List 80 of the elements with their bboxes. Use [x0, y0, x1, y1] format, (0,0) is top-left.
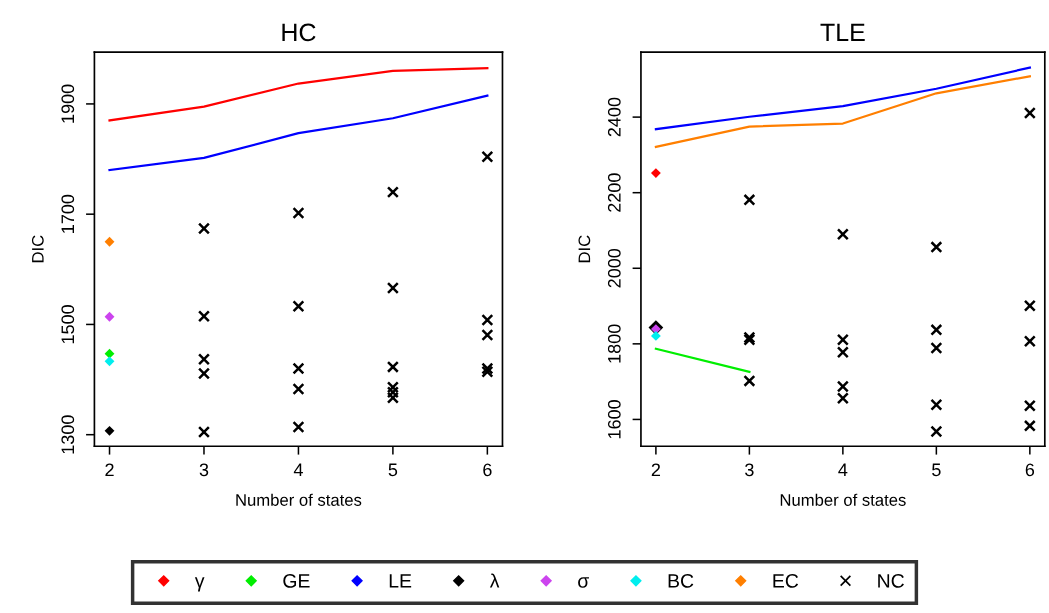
x-tick-label: 3 [745, 463, 754, 477]
point [650, 331, 661, 341]
point [197, 425, 211, 439]
x-tick-label: 5 [932, 463, 941, 477]
point [481, 313, 494, 327]
y-tick-label: 1900 [61, 84, 75, 123]
chart-title: TLE [820, 23, 865, 41]
x-tick-label: 5 [388, 463, 398, 477]
y-tick-label: 2200 [607, 173, 621, 212]
point [743, 374, 756, 387]
legend-label: γ [194, 577, 205, 592]
point [743, 193, 756, 206]
point [386, 281, 400, 295]
point [104, 425, 115, 436]
point [1023, 299, 1036, 312]
y-axis-title: DIC [578, 235, 591, 263]
x-tick-label: 2 [651, 463, 661, 477]
point [386, 391, 400, 404]
point [197, 353, 211, 366]
point [836, 333, 849, 346]
point [197, 310, 211, 323]
legend-label: LE [389, 574, 412, 588]
point [386, 381, 400, 394]
y-tick-label: 1800 [607, 324, 621, 363]
legend-label: BC [668, 574, 694, 588]
point [930, 323, 943, 336]
line-series [108, 66, 489, 122]
point [1023, 419, 1036, 432]
point [1023, 335, 1036, 348]
point [836, 228, 849, 241]
point [104, 311, 115, 322]
x-tick-label: 2 [105, 463, 114, 477]
x-tick-label: 6 [1025, 463, 1035, 477]
point [836, 392, 849, 405]
point [930, 425, 943, 438]
point [650, 168, 661, 178]
point [197, 367, 211, 380]
line-series [108, 94, 489, 172]
x-tick-label: 3 [199, 463, 209, 477]
legend-label: NC [878, 574, 904, 588]
legend-label: σ [578, 577, 589, 588]
point [104, 236, 115, 247]
point [836, 346, 849, 359]
point [292, 382, 305, 396]
y-tick-label: 2000 [607, 248, 621, 288]
point [386, 360, 400, 373]
x-tick-label: 4 [838, 463, 848, 477]
y-axis-title: DIC [31, 235, 44, 263]
x-tick-label: 6 [483, 463, 492, 477]
y-tick-label: 1500 [61, 305, 75, 344]
legend-label: GE [283, 574, 310, 588]
x-tick-label: 4 [293, 463, 303, 477]
point [292, 362, 305, 375]
point [197, 222, 211, 235]
x-axis-title: Number of states [236, 493, 362, 506]
point [836, 380, 849, 393]
point [292, 300, 305, 313]
line-series [654, 75, 1031, 149]
point [930, 398, 943, 411]
point [481, 328, 494, 342]
y-tick-label: 1700 [61, 194, 75, 233]
y-tick-label: 1600 [607, 400, 621, 439]
x-axis-title: Number of states [780, 493, 906, 506]
y-tick-label: 1300 [61, 415, 75, 454]
point [1023, 106, 1036, 120]
point [930, 240, 943, 254]
point [292, 206, 305, 220]
point [481, 150, 494, 163]
y-tick-label: 2400 [607, 97, 621, 137]
point [104, 348, 115, 359]
point [292, 420, 305, 434]
chart-title: HC [282, 23, 316, 42]
point [104, 356, 115, 367]
point [386, 186, 400, 199]
legend-label: EC [773, 574, 799, 588]
point [1023, 399, 1036, 412]
point [386, 386, 400, 399]
point [930, 341, 943, 355]
line-series [654, 66, 1031, 131]
legend-label: λ [489, 573, 500, 588]
